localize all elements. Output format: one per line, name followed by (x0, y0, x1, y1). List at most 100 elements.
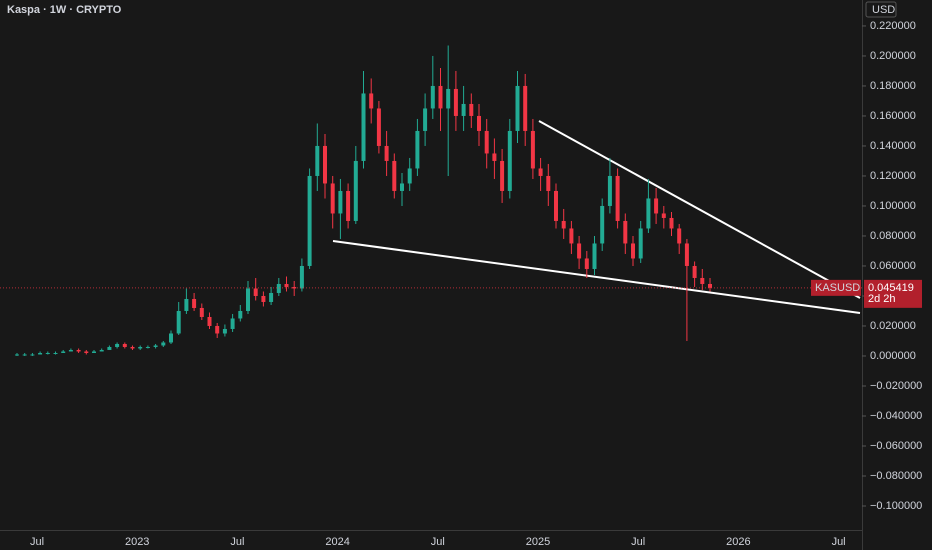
candle-body (45, 352, 50, 354)
candle-body (400, 183, 404, 191)
candle-body (492, 153, 497, 161)
candle-body (161, 342, 166, 346)
last-price-label: 0.045419 (868, 282, 914, 294)
y-tick-label: −0.080000 (870, 470, 922, 482)
candle-body (430, 85, 435, 109)
candle-body (569, 228, 574, 244)
candle-body (384, 145, 389, 161)
candle-body (184, 298, 189, 311)
candle-body (276, 283, 281, 293)
y-tick-label: 0.080000 (870, 230, 916, 242)
y-tick-label: −0.040000 (870, 410, 922, 422)
candle-body (477, 115, 481, 131)
symbol-label: KASUSD (815, 282, 860, 294)
candle-body (207, 316, 212, 326)
candle-body (615, 175, 620, 221)
candle-body (115, 343, 120, 347)
y-tick-label: −0.100000 (870, 500, 922, 512)
y-tick-label: 0.000000 (870, 350, 916, 362)
candle-body (215, 325, 220, 334)
candle-body (392, 160, 397, 191)
candle-body (600, 205, 605, 244)
candle-body (107, 346, 112, 350)
candle-body (22, 354, 27, 356)
price-tag (864, 279, 922, 308)
candle-body (369, 93, 374, 109)
y-tick-label: 0.140000 (870, 140, 916, 152)
candle-body (376, 108, 381, 146)
candle-body (453, 88, 458, 116)
y-tick-label: 0.160000 (870, 110, 916, 122)
currency: USD (872, 4, 895, 16)
candle-body (515, 85, 520, 131)
candle-body (284, 283, 289, 287)
candle-body (692, 265, 697, 278)
candle-body (684, 243, 689, 266)
candle-body (584, 258, 589, 269)
candle-body (346, 190, 351, 221)
candle-body (68, 349, 73, 352)
candle-body (92, 351, 96, 353)
candle-body (253, 288, 258, 296)
candle-body (654, 198, 659, 214)
candle-body (631, 243, 635, 259)
x-tick-label: 2023 (125, 536, 149, 548)
candle-body (299, 265, 304, 289)
candle-body (577, 243, 582, 259)
countdown-label: 2d 2h (868, 293, 896, 305)
y-tick-label: −0.060000 (870, 440, 922, 452)
y-tick-label: 0.060000 (870, 260, 916, 272)
candle-body (238, 310, 243, 319)
candle-body (423, 108, 428, 131)
candle-body (222, 328, 227, 334)
candle-body (669, 217, 674, 229)
candle-body (330, 183, 335, 214)
candle-body (15, 354, 19, 356)
y-tick-label: 0.200000 (870, 50, 916, 62)
candle-body (176, 310, 181, 334)
candle-body (554, 190, 558, 221)
candle-body (677, 228, 682, 244)
candle-body (338, 190, 343, 214)
candle-body (623, 220, 628, 244)
trendline-upper (538, 120, 861, 299)
candle-body (192, 298, 197, 308)
candle-body (61, 351, 66, 353)
y-tick-label: 0.220000 (870, 20, 916, 32)
candle-body (438, 85, 443, 109)
candle-body (315, 145, 320, 176)
candle-body (230, 318, 235, 329)
candle-body (38, 352, 43, 355)
candle-body (145, 346, 150, 348)
candle-body (53, 352, 58, 354)
candle-body (500, 160, 505, 191)
x-tick-label: 2026 (726, 536, 750, 548)
candle-body (546, 175, 551, 191)
symbol-tag (811, 279, 861, 296)
candle-body (446, 88, 451, 109)
y-tick-label: 0.100000 (870, 200, 916, 212)
candle-body (592, 243, 597, 269)
candle-body (76, 349, 81, 352)
candle-body (646, 198, 651, 229)
candle-body (246, 288, 250, 311)
y-tick-label: −0.020000 (870, 380, 922, 392)
x-tick-label: 2024 (325, 536, 349, 548)
candle-body (523, 85, 528, 131)
candle-body (538, 168, 543, 176)
candle-body (84, 351, 89, 353)
candle-body (130, 346, 135, 349)
candle-body (122, 343, 127, 347)
candle-body (153, 345, 158, 347)
candle-body (507, 130, 512, 191)
candle-body (561, 220, 566, 229)
y-tick-label: 0.180000 (870, 80, 916, 92)
candle-body (708, 283, 712, 288)
candle-body (484, 130, 489, 154)
candle-body (169, 333, 173, 343)
trendline-lower (332, 240, 861, 314)
candle-body (99, 349, 104, 352)
candle-body (407, 168, 412, 184)
